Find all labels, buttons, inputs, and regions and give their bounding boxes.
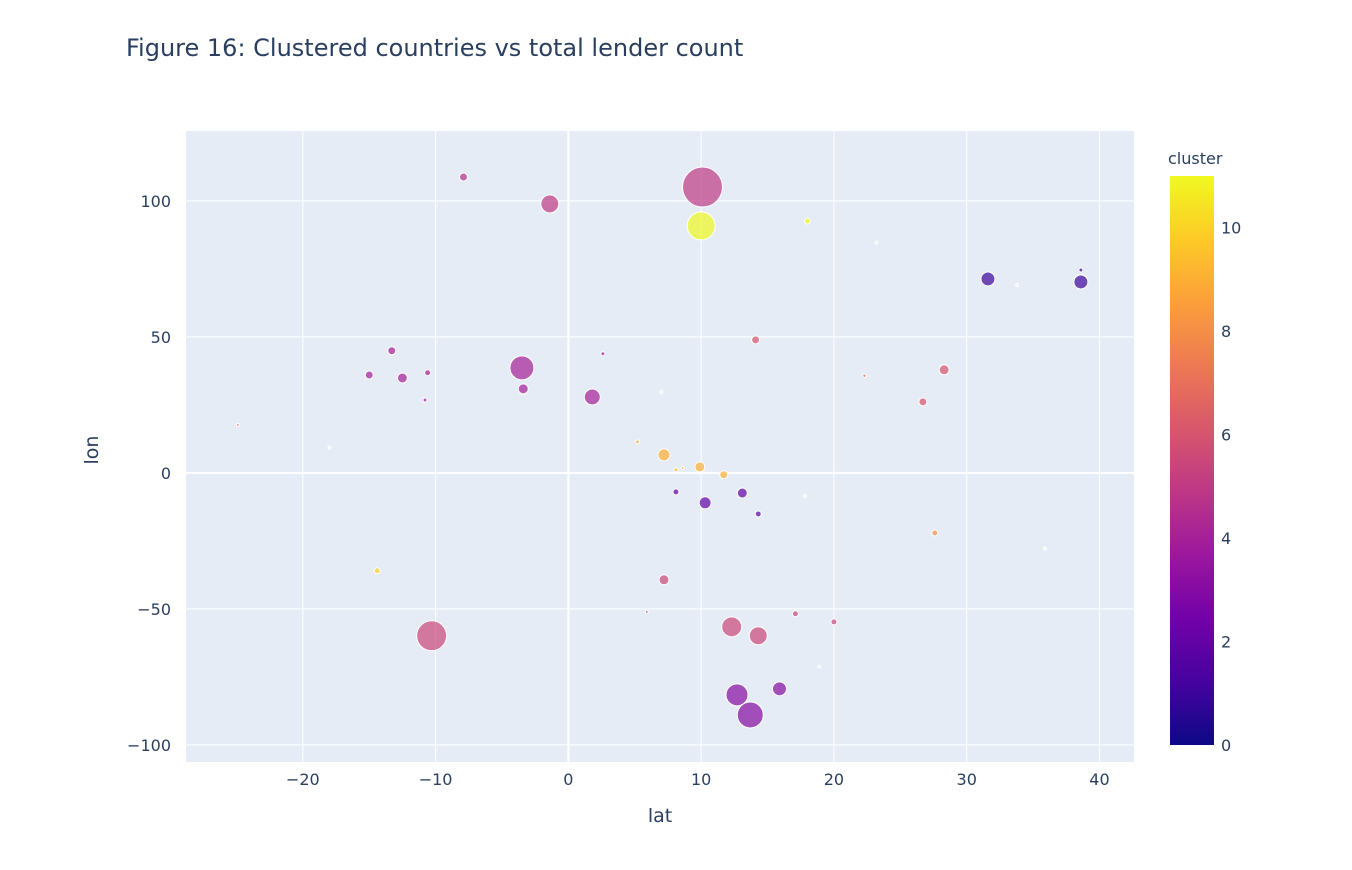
data-point[interactable] bbox=[791, 610, 799, 618]
data-point[interactable] bbox=[830, 618, 838, 626]
x-tick-label: 30 bbox=[957, 770, 977, 789]
data-point[interactable] bbox=[422, 397, 428, 403]
data-point[interactable] bbox=[803, 217, 811, 225]
colorbar-title: cluster bbox=[1168, 149, 1223, 168]
x-axis-title: lat bbox=[648, 805, 672, 827]
data-point[interactable] bbox=[644, 609, 649, 614]
y-tick-label: 0 bbox=[161, 464, 171, 483]
data-point[interactable] bbox=[686, 211, 716, 241]
data-point[interactable] bbox=[634, 439, 640, 445]
data-point[interactable] bbox=[980, 271, 996, 287]
data-point[interactable] bbox=[387, 346, 397, 356]
data-point[interactable] bbox=[698, 496, 712, 510]
colorbar-tick-label: 2 bbox=[1221, 633, 1231, 652]
data-point[interactable] bbox=[754, 510, 762, 518]
data-point[interactable] bbox=[1015, 282, 1020, 287]
colorbar-ticks: 0 2 4 6 8 10 bbox=[1221, 219, 1241, 755]
data-point[interactable] bbox=[659, 389, 664, 394]
chart-title: Figure 16: Clustered countries vs total … bbox=[126, 34, 743, 62]
colorbar-tick-label: 0 bbox=[1221, 736, 1231, 755]
data-point[interactable] bbox=[235, 423, 240, 428]
data-point[interactable] bbox=[680, 465, 685, 470]
data-point[interactable] bbox=[736, 487, 748, 499]
data-point[interactable] bbox=[719, 470, 729, 480]
data-point[interactable] bbox=[862, 373, 867, 379]
data-point[interactable] bbox=[1073, 274, 1089, 290]
y-tick-label: −50 bbox=[137, 600, 171, 619]
data-point[interactable] bbox=[373, 567, 381, 575]
x-tick-label: 20 bbox=[824, 770, 844, 789]
data-point[interactable] bbox=[673, 467, 679, 473]
data-point[interactable] bbox=[396, 372, 408, 384]
grid-lines bbox=[186, 131, 1134, 762]
x-tick-label: 10 bbox=[691, 770, 711, 789]
data-point[interactable] bbox=[583, 388, 601, 406]
y-tick-label: −100 bbox=[127, 736, 171, 755]
data-point[interactable] bbox=[736, 701, 764, 729]
data-point[interactable] bbox=[509, 355, 535, 381]
data-point[interactable] bbox=[694, 461, 706, 473]
data-point[interactable] bbox=[424, 369, 432, 377]
data-point[interactable] bbox=[600, 351, 606, 357]
data-point[interactable] bbox=[817, 664, 822, 669]
data-point[interactable] bbox=[1043, 546, 1048, 551]
data-point[interactable] bbox=[802, 494, 807, 499]
data-point[interactable] bbox=[364, 370, 374, 380]
data-point[interactable] bbox=[725, 683, 749, 707]
data-point[interactable] bbox=[681, 166, 723, 208]
data-point[interactable] bbox=[327, 445, 332, 450]
data-point[interactable] bbox=[540, 194, 560, 214]
x-tick-label: −20 bbox=[286, 770, 320, 789]
data-point[interactable] bbox=[771, 681, 787, 697]
colorbar-gradient bbox=[1170, 176, 1214, 745]
data-point[interactable] bbox=[458, 172, 468, 182]
colorbar-tick-label: 8 bbox=[1221, 322, 1231, 341]
data-point[interactable] bbox=[658, 574, 670, 586]
data-points bbox=[235, 166, 1089, 729]
colorbar-tick-label: 6 bbox=[1221, 426, 1231, 445]
data-point[interactable] bbox=[721, 616, 743, 638]
x-tick-label: −10 bbox=[419, 770, 453, 789]
x-tick-label: 40 bbox=[1089, 770, 1109, 789]
colorbar: cluster 0 2 4 6 8 10 bbox=[1168, 149, 1241, 755]
data-point[interactable] bbox=[748, 626, 768, 646]
data-point[interactable] bbox=[672, 488, 680, 496]
data-point[interactable] bbox=[517, 383, 529, 395]
data-point[interactable] bbox=[918, 397, 928, 407]
colorbar-tick-label: 10 bbox=[1221, 219, 1241, 238]
data-point[interactable] bbox=[751, 335, 761, 345]
plot-area[interactable] bbox=[186, 131, 1134, 762]
y-axis-title: lon bbox=[81, 436, 103, 465]
data-point[interactable] bbox=[938, 364, 950, 376]
y-tick-label: 100 bbox=[140, 192, 171, 211]
data-point[interactable] bbox=[931, 529, 939, 537]
data-point[interactable] bbox=[1078, 267, 1084, 273]
x-tick-label: 0 bbox=[563, 770, 573, 789]
data-point[interactable] bbox=[874, 240, 879, 245]
data-point[interactable] bbox=[657, 448, 671, 462]
y-tick-label: 50 bbox=[151, 328, 171, 347]
y-axis-ticks: −100 −50 0 50 100 bbox=[127, 192, 171, 755]
data-point[interactable] bbox=[416, 620, 448, 652]
x-axis-ticks: −20 −10 0 10 20 30 40 bbox=[286, 770, 1110, 789]
colorbar-tick-label: 4 bbox=[1221, 529, 1231, 548]
